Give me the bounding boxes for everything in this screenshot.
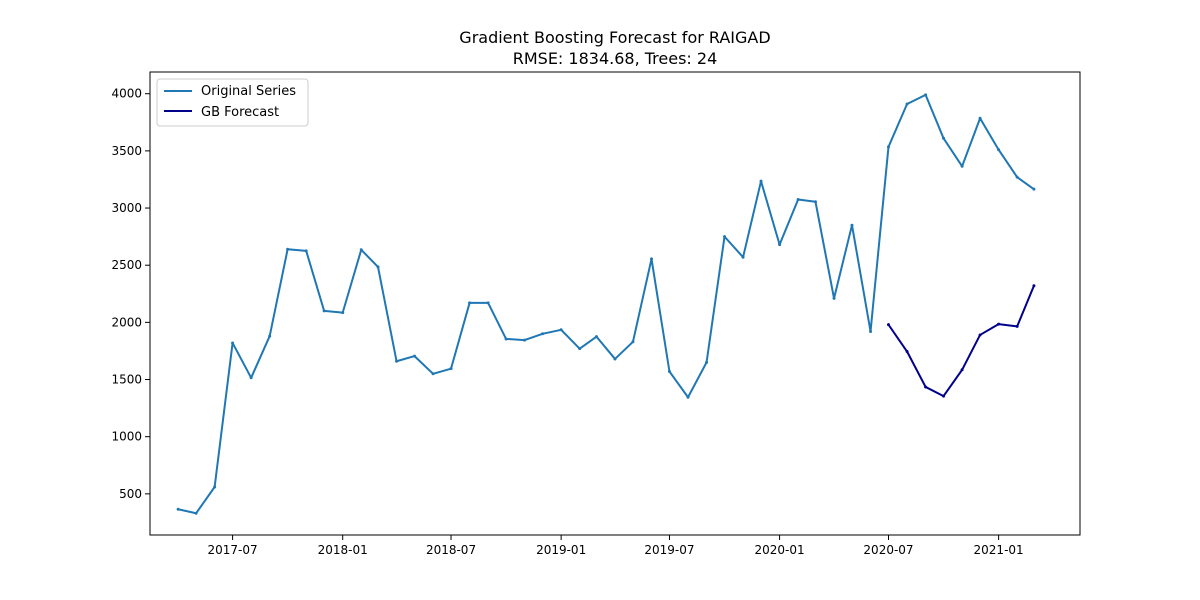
data-point-original-series: [194, 511, 198, 515]
data-point-gb-forecast: [905, 350, 909, 354]
data-point-original-series: [631, 340, 635, 344]
y-tick-label: 1500: [111, 373, 142, 387]
x-tick-label: 2021-01: [974, 543, 1024, 557]
legend: Original Series GB Forecast: [156, 78, 309, 127]
data-point-original-series: [504, 337, 508, 341]
x-tick-label: 2020-07: [863, 543, 913, 557]
data-point-original-series: [322, 309, 326, 313]
data-point-original-series: [431, 372, 435, 376]
x-tick-label: 2019-01: [536, 543, 586, 557]
data-point-gb-forecast: [960, 368, 964, 372]
data-point-original-series: [486, 301, 490, 305]
x-tick-label: 2018-07: [426, 543, 476, 557]
data-point-original-series: [413, 354, 417, 358]
data-point-gb-forecast: [886, 323, 890, 327]
data-point-original-series: [759, 179, 763, 183]
series-gb-forecast: [886, 284, 1036, 398]
y-tick-label: 2500: [111, 258, 142, 272]
data-point-gb-forecast: [997, 322, 1001, 326]
data-point-original-series: [559, 328, 563, 332]
data-point-gb-forecast: [1032, 284, 1036, 288]
data-point-original-series: [286, 247, 290, 251]
data-point-original-series: [667, 370, 671, 374]
data-point-original-series: [905, 102, 909, 106]
plot-area: [176, 93, 1036, 515]
data-point-original-series: [523, 338, 527, 342]
data-point-original-series: [960, 164, 964, 168]
data-point-original-series: [850, 223, 854, 227]
legend-label-original-series: Original Series: [201, 84, 296, 99]
data-point-original-series: [886, 145, 890, 149]
x-tick-label: 2018-01: [318, 543, 368, 557]
data-point-original-series: [1015, 175, 1019, 179]
data-point-original-series: [723, 235, 727, 239]
data-point-gb-forecast: [1015, 324, 1019, 328]
data-point-original-series: [341, 311, 345, 315]
data-point-original-series: [395, 359, 399, 363]
data-point-original-series: [869, 330, 873, 334]
data-point-original-series: [997, 148, 1001, 152]
x-tick-label: 2019-07: [644, 543, 694, 557]
data-point-gb-forecast: [978, 333, 982, 337]
data-point-original-series: [1032, 187, 1036, 191]
y-tick-label: 3500: [111, 144, 142, 158]
data-point-original-series: [304, 249, 308, 253]
data-point-gb-forecast: [942, 394, 946, 398]
data-point-original-series: [249, 376, 253, 380]
x-tick-label: 2017-07: [208, 543, 258, 557]
data-point-original-series: [832, 296, 836, 300]
x-tick-label: 2020-01: [755, 543, 805, 557]
data-point-original-series: [268, 334, 272, 338]
plot-frame: [149, 71, 1081, 536]
data-point-original-series: [176, 507, 180, 511]
data-point-original-series: [705, 360, 709, 364]
data-point-original-series: [213, 485, 217, 489]
y-tick-label: 4000: [111, 87, 142, 101]
data-point-original-series: [231, 341, 235, 345]
data-point-original-series: [578, 347, 582, 351]
data-point-original-series: [778, 243, 782, 247]
data-point-original-series: [924, 93, 928, 97]
data-point-original-series: [978, 116, 982, 120]
data-point-original-series: [686, 395, 690, 399]
axes: 2017-07 2018-01 2018-07 2019-01 2019-07 2020-…: [111, 87, 1023, 557]
series-line-original-series: [176, 93, 1036, 515]
data-point-original-series: [541, 332, 545, 336]
y-tick-label: 2000: [111, 315, 142, 329]
data-point-original-series: [650, 257, 654, 261]
chart-title: Gradient Boosting Forecast for RAIGAD: [459, 28, 770, 47]
data-point-original-series: [449, 367, 453, 371]
data-point-original-series: [741, 255, 745, 259]
data-point-original-series: [468, 301, 472, 305]
data-point-original-series: [613, 357, 617, 361]
chart-subtitle: RMSE: 1834.68, Trees: 24: [513, 49, 718, 68]
legend-label-gb-forecast: GB Forecast: [201, 105, 279, 120]
series-original-series: [176, 93, 1036, 515]
data-point-gb-forecast: [924, 385, 928, 389]
data-point-original-series: [813, 200, 817, 204]
data-point-original-series: [796, 197, 800, 201]
y-tick-label: 500: [119, 487, 142, 501]
data-point-original-series: [359, 248, 363, 252]
legend-box: [156, 78, 309, 127]
data-point-original-series: [594, 335, 598, 339]
data-point-original-series: [376, 265, 380, 269]
y-tick-label: 3000: [111, 201, 142, 215]
data-point-original-series: [942, 136, 946, 140]
y-tick-label: 1000: [111, 430, 142, 444]
